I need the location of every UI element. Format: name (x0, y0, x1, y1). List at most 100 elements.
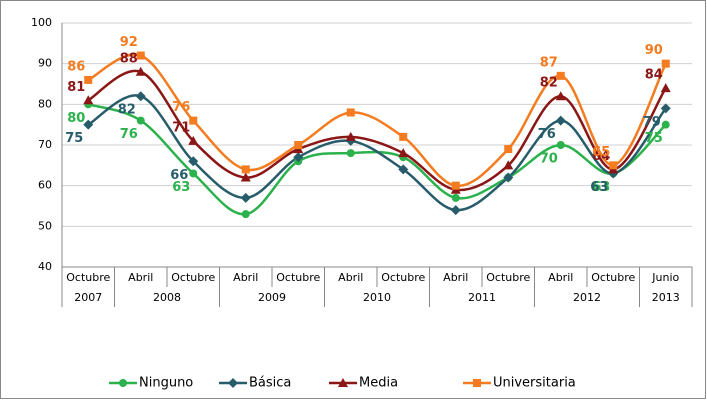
value-label: 66 (170, 168, 188, 183)
group-label: 2007 (74, 291, 102, 304)
point (555, 91, 566, 101)
point (399, 132, 408, 141)
value-label: 79 (643, 115, 661, 130)
point (135, 91, 146, 102)
point (188, 156, 199, 167)
point (294, 141, 303, 149)
point (556, 141, 565, 149)
value-label: 82 (118, 103, 136, 118)
point (189, 116, 198, 125)
value-label: 64 (592, 149, 610, 164)
point (188, 135, 199, 145)
x-tick-label: Octubre (276, 271, 320, 284)
point (345, 131, 356, 141)
point (556, 71, 565, 80)
legend-marker (338, 378, 348, 387)
value-label: 70 (540, 152, 558, 167)
x-tick-label: Abril (338, 271, 363, 284)
value-label: 76 (538, 127, 556, 142)
value-label: 76 (120, 127, 138, 142)
x-tick-label: Octubre (66, 271, 110, 284)
value-label: 86 (67, 59, 85, 74)
value-label: 80 (67, 111, 85, 126)
point (241, 210, 250, 219)
y-tick-label: 70 (38, 138, 52, 151)
value-label: 92 (120, 35, 138, 50)
point (398, 148, 409, 158)
point (504, 145, 513, 154)
value-label: 65 (592, 145, 610, 160)
value-label: 81 (67, 80, 85, 95)
x-tick-label: Junio (651, 271, 679, 284)
point (84, 75, 93, 84)
point (136, 51, 145, 60)
legend-label: Ninguno (139, 376, 193, 391)
group-label: 2008 (153, 291, 181, 304)
legend-marker (228, 378, 238, 388)
value-label: 90 (645, 43, 663, 58)
group-label: 2009 (258, 291, 286, 304)
legend-label: Básica (249, 376, 291, 391)
point (398, 164, 409, 175)
point (555, 115, 566, 126)
point (293, 152, 304, 163)
point (346, 149, 355, 158)
y-tick-label: 50 (38, 219, 52, 232)
x-tick-label: Octubre (171, 271, 215, 284)
point (136, 116, 145, 125)
value-label: 87 (540, 55, 558, 70)
group-label: 2012 (573, 291, 601, 304)
x-tick-label: Octubre (381, 271, 425, 284)
point (661, 120, 670, 129)
y-tick-label: 60 (38, 179, 52, 192)
point (240, 192, 251, 203)
x-tick-label: Octubre (486, 271, 530, 284)
y-tick-label: 90 (38, 57, 52, 70)
point (503, 172, 514, 183)
x-tick-label: Abril (128, 271, 153, 284)
point (450, 205, 461, 216)
point (83, 95, 94, 105)
point (451, 181, 460, 190)
point (503, 160, 514, 170)
point (241, 165, 250, 174)
legend-marker (473, 379, 481, 387)
value-label: 63 (172, 180, 190, 195)
group-label: 2011 (468, 291, 496, 304)
point (661, 59, 670, 68)
value-label: 82 (540, 76, 558, 91)
value-label: 71 (172, 120, 190, 135)
point (189, 169, 198, 178)
series-line (87, 69, 667, 192)
value-label: 75 (645, 131, 663, 146)
group-label: 2013 (652, 291, 680, 304)
value-label: 63 (592, 180, 610, 195)
group-label: 2010 (363, 291, 391, 304)
value-label: 88 (120, 51, 138, 66)
x-tick-label: Octubre (591, 271, 635, 284)
point (240, 172, 251, 182)
value-label: 63 (590, 180, 608, 195)
point (135, 66, 146, 76)
x-tick-label: Abril (548, 271, 573, 284)
legend-label: Media (359, 376, 398, 391)
x-tick-label: Abril (233, 271, 258, 284)
y-tick-label: 40 (38, 260, 52, 273)
series-line (87, 94, 667, 212)
point (660, 83, 671, 93)
point (451, 193, 460, 202)
legend-marker (119, 379, 127, 387)
point (83, 119, 94, 130)
value-label: 84 (645, 68, 663, 83)
point (660, 103, 671, 114)
value-label: 75 (65, 131, 83, 146)
y-tick-label: 80 (38, 97, 52, 110)
point (609, 161, 618, 170)
point (346, 108, 355, 117)
x-tick-label: Abril (443, 271, 468, 284)
y-tick-label: 100 (31, 16, 52, 29)
legend-label: Universitaria (493, 376, 576, 391)
value-label: 76 (172, 100, 190, 115)
